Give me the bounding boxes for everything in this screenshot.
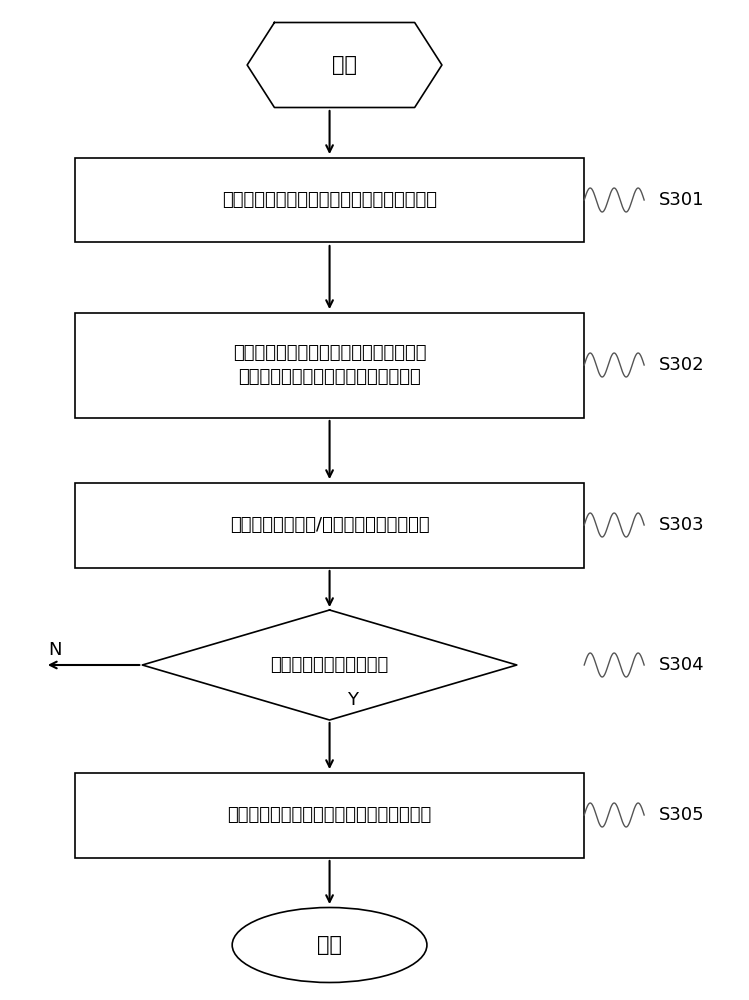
FancyBboxPatch shape — [75, 157, 584, 242]
Ellipse shape — [232, 908, 427, 982]
Text: 结束: 结束 — [317, 935, 342, 955]
FancyBboxPatch shape — [75, 772, 584, 857]
Text: 分别确定通信卫星和定向天线的当前地理位置: 分别确定通信卫星和定向天线的当前地理位置 — [222, 191, 437, 209]
Text: 将定向天线的朝向调整至上述当前最佳朝向: 将定向天线的朝向调整至上述当前最佳朝向 — [228, 806, 431, 824]
Text: S302: S302 — [659, 356, 705, 374]
Text: 检测定向天线发送/接收信号时的信号强度: 检测定向天线发送/接收信号时的信号强度 — [230, 516, 429, 534]
Text: Y: Y — [347, 691, 357, 709]
FancyBboxPatch shape — [75, 483, 584, 568]
Text: 信号强度低于预设强度？: 信号强度低于预设强度？ — [270, 656, 389, 674]
Text: S301: S301 — [659, 191, 705, 209]
Polygon shape — [247, 22, 442, 107]
Text: S305: S305 — [659, 806, 705, 824]
Polygon shape — [142, 610, 517, 720]
Text: 根据所述通信卫星和定向天线的当前地理
位置确定所述定向天线的当前最佳朝向: 根据所述通信卫星和定向天线的当前地理 位置确定所述定向天线的当前最佳朝向 — [233, 344, 426, 386]
Text: S304: S304 — [659, 656, 705, 674]
Text: 开始: 开始 — [332, 55, 357, 75]
Text: S303: S303 — [659, 516, 705, 534]
Text: N: N — [49, 641, 62, 659]
FancyBboxPatch shape — [75, 312, 584, 418]
